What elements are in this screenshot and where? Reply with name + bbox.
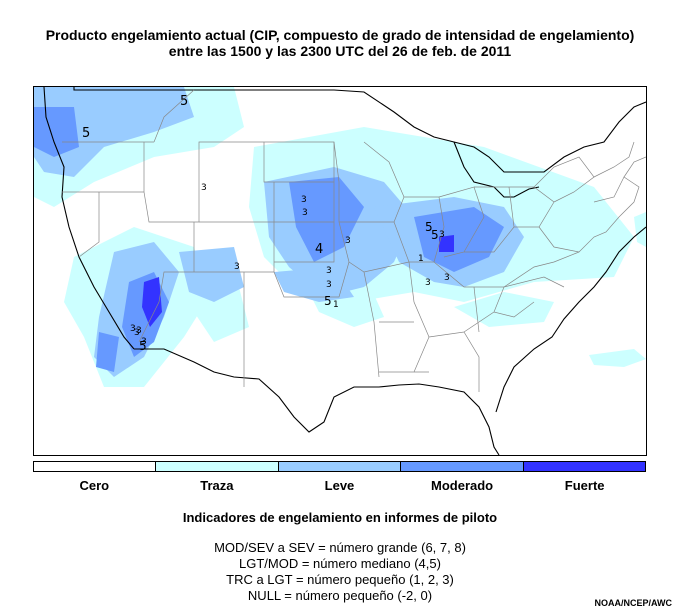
icing-intensity-color-bar [33,461,646,472]
pilot-report-marker: 3 [134,328,140,338]
legend-label-cero: Cero [79,478,110,493]
state-borders [62,89,646,392]
pilot-report-marker: 5 [324,294,332,308]
pilot-report-marker: 3 [444,273,450,283]
country-borders [43,87,646,455]
pirep-legend-title: Indicadores de engelamiento en informes … [182,510,498,525]
pilot-report-marker: 3 [130,324,136,334]
legend-swatch-cero [34,462,157,471]
pilot-report-marker: 3 [302,208,308,218]
pilot-report-marker: 3 [141,337,147,347]
legend-label-fuerte: Fuerte [564,478,605,493]
icing-severe-areas [142,235,454,327]
pirep-legend-line: MOD/SEV a SEV = número grande (6, 7, 8) [214,540,466,555]
pilot-report-marker: 3 [234,262,240,272]
legend-label-moderado: Moderado [431,478,494,493]
pilot-report-marker: 1 [418,254,424,264]
pilot-report-marker: 5 [425,220,433,234]
pilot-report-marker: 3 [136,326,142,336]
icing-intensity-labels: Cero Traza Leve Moderado Fuerte [33,478,646,494]
map-title-line-1: Producto engelamiento actual (CIP, compu… [45,27,635,43]
pilot-report-marker: 3 [425,278,431,288]
pilot-report-marker: 5 [180,94,188,109]
pilot-report-marker: 3 [301,195,307,205]
legend-label-traza: Traza [200,478,234,493]
legend-swatch-fuerte [523,462,646,471]
legend-swatch-moderado [401,462,524,471]
pilot-report-marker: 4 [315,242,323,257]
credit-label: NOAA/NCEP/AWC [594,598,672,608]
legend-swatch-leve [278,462,402,471]
pirep-legend-line: LGT/MOD = número mediano (4,5) [239,556,441,571]
pirep-legend-lines: MOD/SEV a SEV = número grande (6, 7, 8) L… [0,540,680,604]
pilot-report-marker: 3 [326,266,332,276]
pirep-legend-line: NULL = número pequeño (-2, 0) [247,588,433,603]
pilot-report-marker: 3 [345,236,351,246]
map-title-line-2: entre las 1500 y las 2300 UTC del 26 de … [168,43,512,59]
pirep-legend-line: TRC a LGT = número pequeño (1, 2, 3) [226,572,454,587]
pilot-report-marker: 1 [333,300,339,310]
pilot-report-marker: 5 [139,339,147,353]
legend-swatch-traza [156,462,279,471]
pilot-report-marker: 3 [326,280,332,290]
pilot-report-marker: 3 [201,183,207,193]
pilot-report-marker: 5 [431,228,439,242]
legend-label-leve: Leve [324,478,355,493]
pilot-report-marker: 3 [439,230,445,240]
pilot-report-marker: 5 [82,126,90,141]
